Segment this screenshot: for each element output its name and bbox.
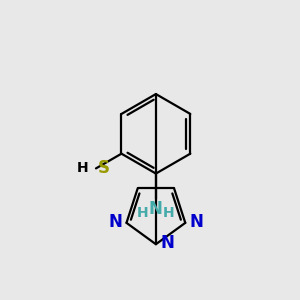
Text: H: H: [77, 161, 88, 176]
Text: N: N: [149, 200, 163, 218]
Text: N: N: [190, 213, 204, 231]
Text: N: N: [160, 234, 174, 252]
Text: N: N: [108, 213, 122, 231]
Text: S: S: [98, 159, 110, 177]
Text: H: H: [163, 206, 175, 220]
Text: H: H: [137, 206, 148, 220]
